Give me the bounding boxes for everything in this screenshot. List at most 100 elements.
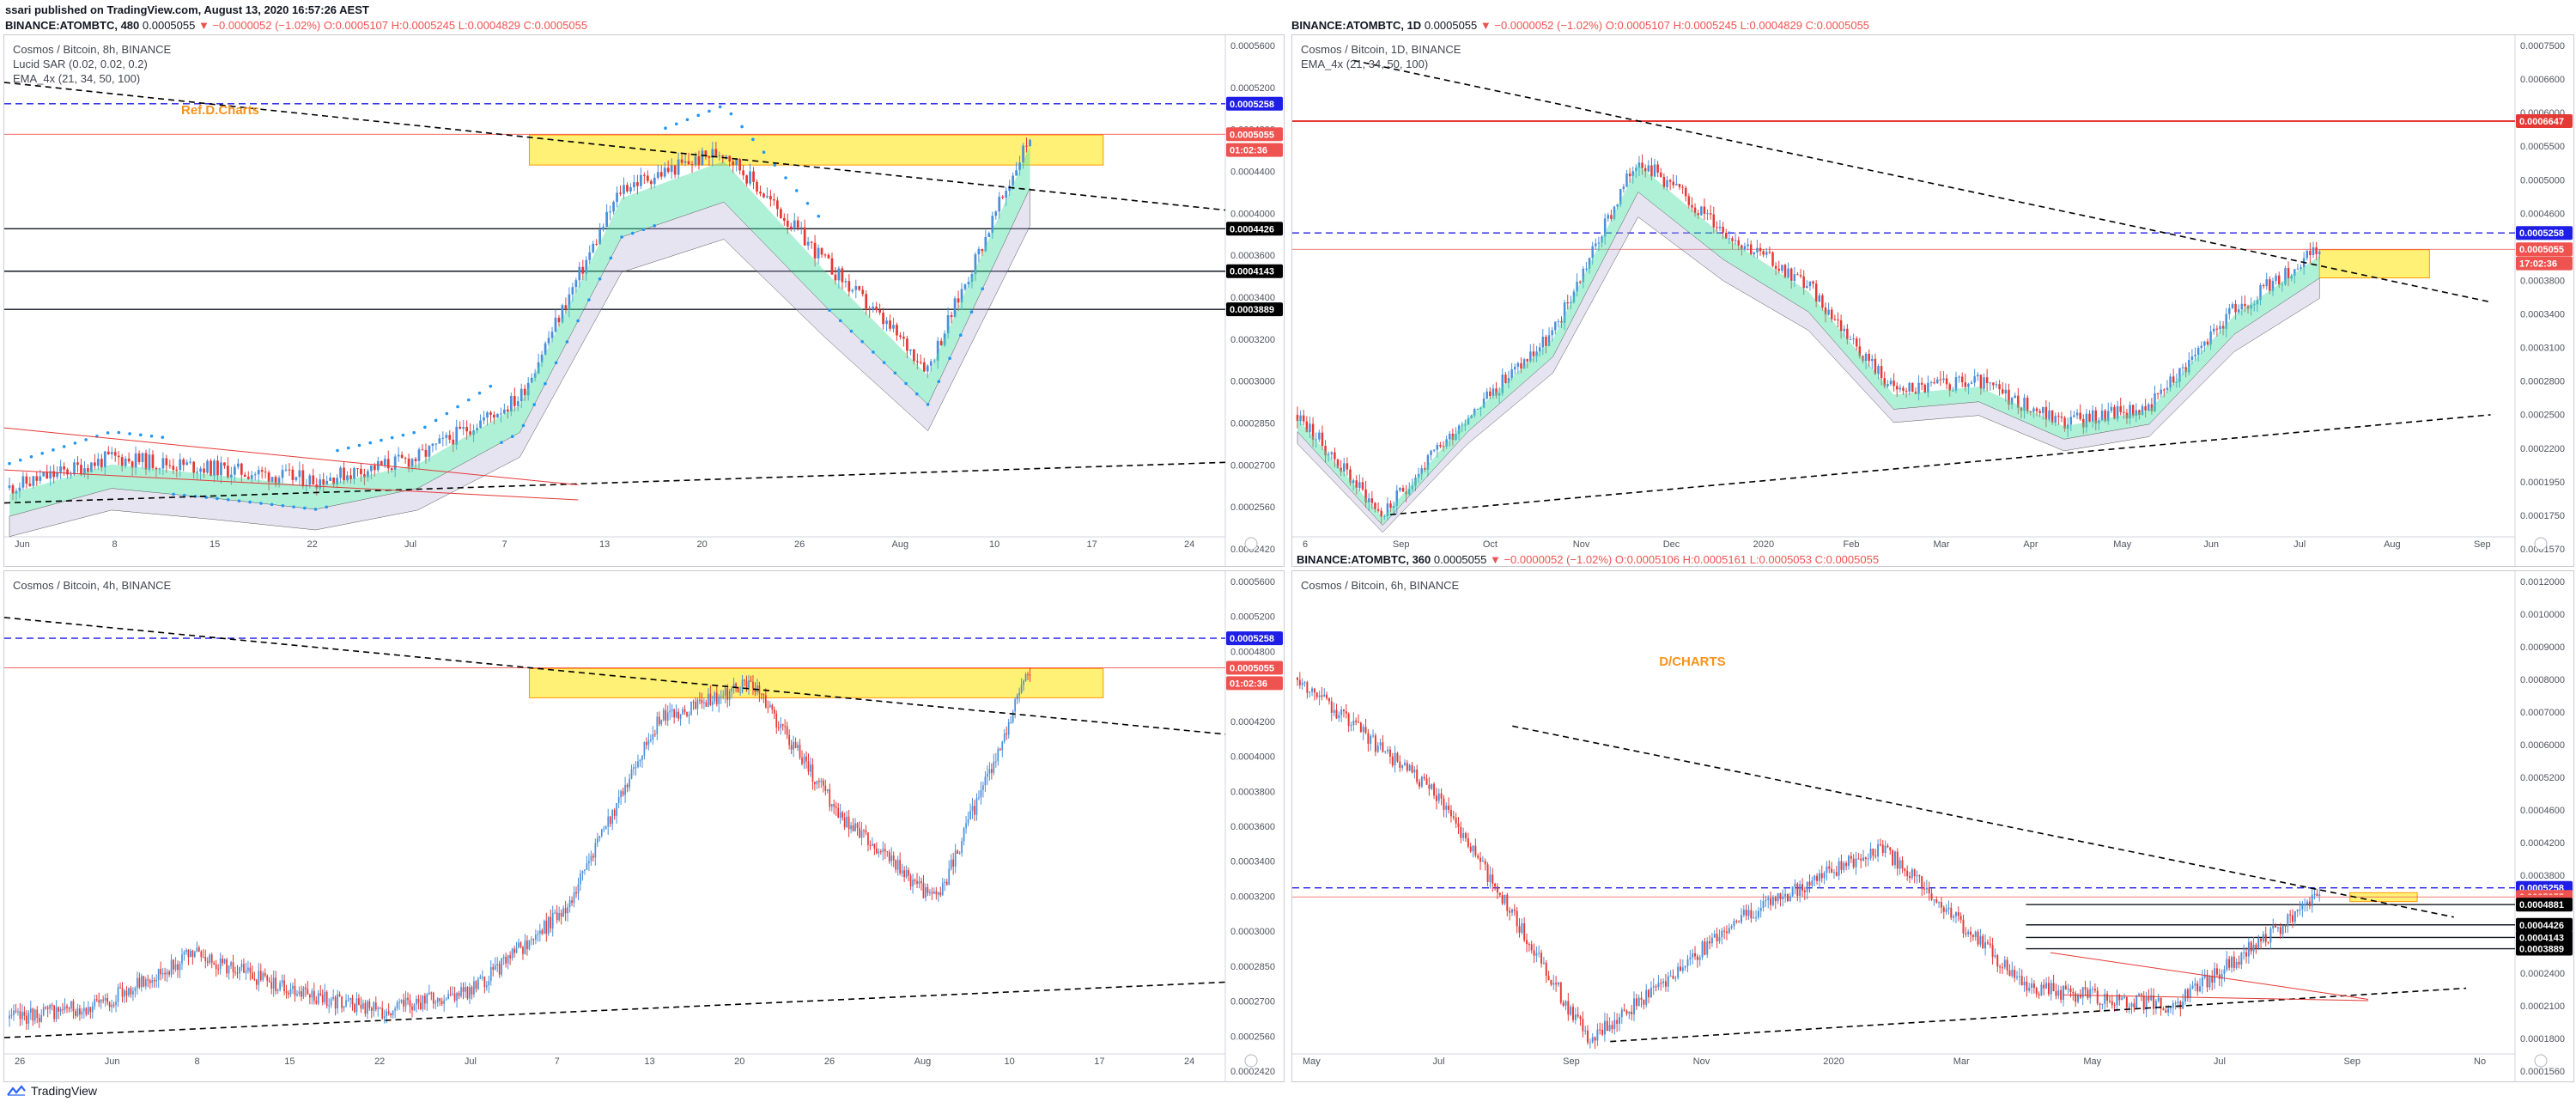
candle-body (1684, 965, 1686, 968)
candle-body (1457, 425, 1461, 435)
candle-body (696, 699, 699, 709)
candle-body (1839, 320, 1843, 332)
candle-body (1018, 692, 1020, 696)
candle-body (1811, 880, 1814, 886)
candle-body (346, 475, 349, 481)
chart-panel-6h[interactable]: 0.0012000 0.0010000 0.0009000 0.0008000 0.00… (1291, 570, 2574, 1082)
candle-body (2163, 389, 2166, 391)
candle-body (111, 1004, 112, 1008)
sar-dot (784, 176, 787, 180)
candle-body (773, 199, 775, 201)
sar-dot (958, 333, 963, 337)
x-tick-label: May (1303, 1056, 1321, 1067)
sar-dot (674, 122, 678, 126)
candle-body (267, 472, 270, 483)
candle-body (386, 459, 390, 469)
candle-body (1509, 910, 1511, 913)
candle-body (288, 992, 289, 995)
candle-body (459, 426, 462, 429)
candle-body (368, 1001, 371, 1008)
candle-body (496, 413, 499, 418)
candle-body (15, 490, 18, 494)
candle-body (1504, 894, 1506, 904)
candle-body (671, 709, 673, 711)
candle-body (1799, 275, 1802, 277)
candle-body (1367, 498, 1370, 503)
chart-svg-1d[interactable]: 0.00075000.00066000.00060000.00055000.00… (1292, 35, 2573, 566)
candle-body (2145, 996, 2148, 1010)
y-tick-label: 0.0003400 (1230, 293, 1275, 303)
candle-body (2038, 411, 2041, 413)
sar-dot (336, 448, 339, 453)
candle-body (2001, 967, 2003, 969)
candle-body (187, 949, 190, 958)
candle-body (1794, 883, 1796, 887)
candle-body (1753, 252, 1756, 255)
candle-body (89, 1007, 92, 1013)
candle-body (1979, 374, 1983, 389)
candle-body (1814, 875, 1816, 881)
sar-dot (565, 340, 569, 344)
candle-body (473, 981, 475, 995)
candle-body (554, 317, 557, 332)
candle-body (659, 172, 663, 177)
candle-body (353, 468, 355, 479)
candle-body (683, 709, 686, 712)
candle-body (1742, 910, 1745, 916)
candle-body (417, 449, 421, 461)
candle-body (590, 855, 592, 861)
x-tick-label: Oct (1483, 539, 1498, 550)
sar-dot (248, 500, 252, 504)
candle-body (1595, 243, 1597, 247)
x-tick-label: May (2083, 1056, 2101, 1067)
candle-body (2008, 389, 2010, 405)
candle-body (1687, 196, 1691, 205)
candle-body (358, 998, 360, 1005)
candle-body (2003, 959, 2006, 968)
candle-body (899, 335, 902, 338)
candle-body (944, 881, 946, 884)
chart-panel-8h[interactable]: 0.00056000.00052000.00048000.00044000.00… (3, 34, 1285, 567)
candle-body (987, 233, 991, 237)
candle-body (594, 843, 597, 858)
candle-body (617, 797, 620, 804)
candle-body (1358, 482, 1361, 489)
candle-body (882, 312, 884, 325)
candle-body (592, 855, 594, 858)
candle-body (526, 382, 530, 396)
candle-body (1633, 998, 1635, 1014)
chart-svg-8h[interactable]: 0.00056000.00052000.00048000.00044000.00… (4, 35, 1284, 566)
sar-dot (226, 498, 230, 502)
y-tick-label: 0.0004600 (2520, 209, 2565, 219)
candle-body (2087, 989, 2089, 998)
chart-svg-4h[interactable]: 0.00056000.00052000.00048000.00044000.00… (4, 571, 1284, 1081)
candle-body (112, 1004, 115, 1006)
candle-body (1327, 698, 1330, 702)
candle-body (104, 997, 106, 1001)
candle-body (2075, 412, 2079, 416)
candle-body (2234, 304, 2237, 313)
candle-body (2212, 328, 2215, 332)
candle-body (950, 859, 952, 869)
candle-body (1507, 378, 1510, 383)
x-tick-label: 13 (644, 1056, 654, 1067)
candle-body (1967, 931, 1970, 934)
candle-body (1868, 353, 1870, 362)
candle-body (9, 1015, 10, 1019)
candle-body (963, 828, 965, 842)
candle-body (509, 396, 513, 412)
candle-body (1506, 894, 1509, 911)
candle-body (869, 844, 872, 846)
chart-panel-4h[interactable]: 0.00056000.00052000.00048000.00044000.00… (3, 570, 1285, 1082)
candle-body (974, 806, 975, 815)
candle-body (2069, 988, 2072, 993)
candle-body (245, 971, 247, 973)
candle-body (2219, 326, 2221, 330)
x-tick-label: Jun (2203, 539, 2219, 550)
chart-panel-1d[interactable]: 0.0007500 0.0006600 0.0006000 0.0005500 0.00… (1291, 34, 2574, 567)
chart-svg-6h[interactable]: 0.00120000.00100000.00090000.00080000.00… (1292, 571, 2573, 1081)
candle-body (673, 165, 677, 175)
candle-body (642, 174, 646, 176)
candle-body (1574, 1014, 1577, 1020)
candle-body (1396, 752, 1399, 762)
